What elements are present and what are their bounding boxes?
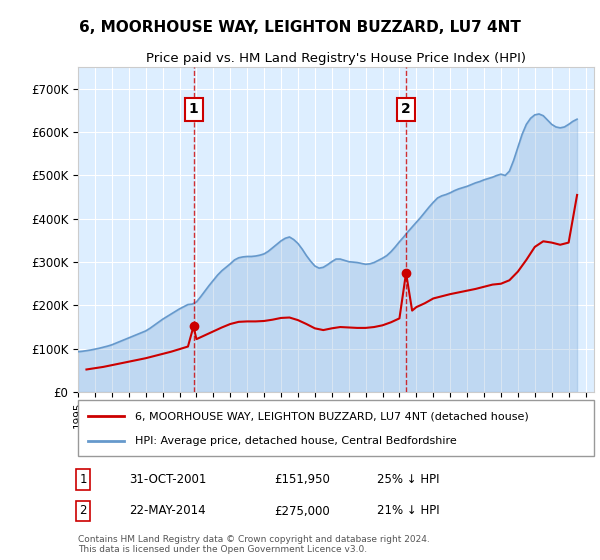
Text: 6, MOORHOUSE WAY, LEIGHTON BUZZARD, LU7 4NT: 6, MOORHOUSE WAY, LEIGHTON BUZZARD, LU7 … (79, 20, 521, 35)
Text: 1: 1 (188, 102, 199, 116)
Text: 6, MOORHOUSE WAY, LEIGHTON BUZZARD, LU7 4NT (detached house): 6, MOORHOUSE WAY, LEIGHTON BUZZARD, LU7 … (135, 411, 529, 421)
Title: Price paid vs. HM Land Registry's House Price Index (HPI): Price paid vs. HM Land Registry's House … (146, 52, 526, 64)
Text: £151,950: £151,950 (274, 473, 330, 486)
Text: 1: 1 (79, 473, 87, 486)
Text: 31-OCT-2001: 31-OCT-2001 (130, 473, 207, 486)
Text: 22-MAY-2014: 22-MAY-2014 (130, 505, 206, 517)
Text: 2: 2 (79, 505, 87, 517)
Text: 25% ↓ HPI: 25% ↓ HPI (377, 473, 440, 486)
Text: £275,000: £275,000 (274, 505, 330, 517)
FancyBboxPatch shape (78, 400, 594, 456)
Text: 21% ↓ HPI: 21% ↓ HPI (377, 505, 440, 517)
Text: 2: 2 (401, 102, 411, 116)
Text: HPI: Average price, detached house, Central Bedfordshire: HPI: Average price, detached house, Cent… (135, 436, 457, 446)
Text: Contains HM Land Registry data © Crown copyright and database right 2024.
This d: Contains HM Land Registry data © Crown c… (78, 535, 430, 554)
